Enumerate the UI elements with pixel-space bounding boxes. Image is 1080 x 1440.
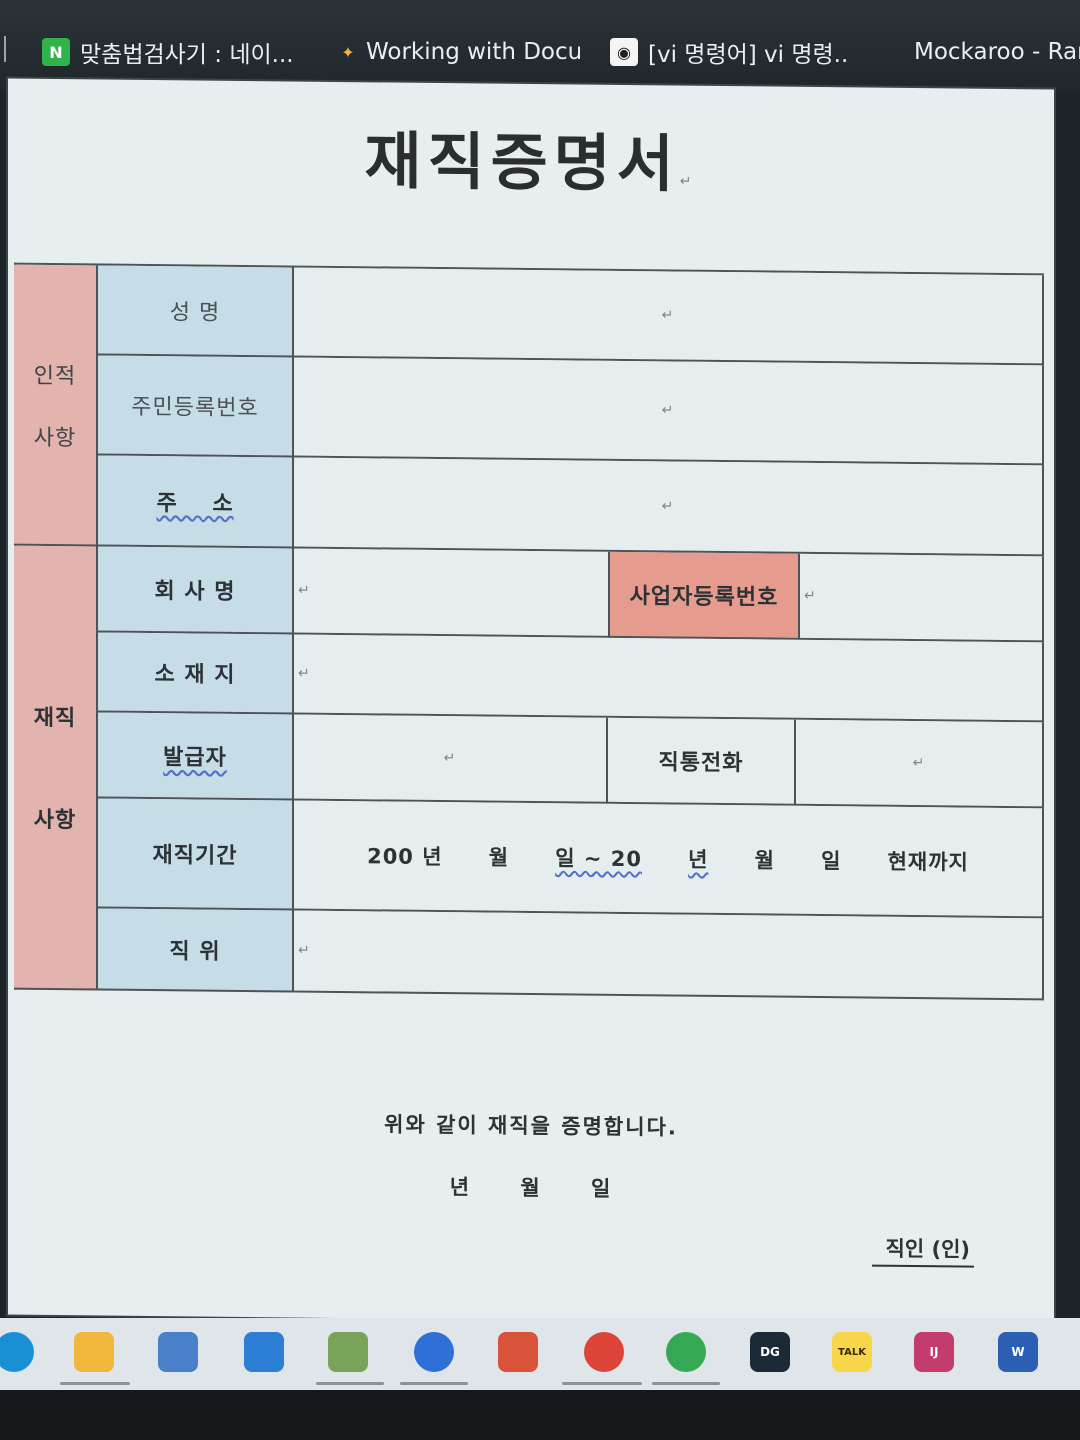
personal-info-group-label: 인적 사항 [14, 264, 98, 547]
chrome-icon[interactable] [584, 1332, 624, 1372]
messenger-icon[interactable] [414, 1332, 454, 1372]
tab-naver-spellcheck[interactable]: N 맞춤법검사기 : 네이... [42, 30, 302, 74]
certification-statement: 위와 같이 재직을 증명합니다. [384, 1112, 678, 1140]
tab-label: Mockaroo - Rand [914, 39, 1080, 65]
name-value-cell[interactable]: ↵ [294, 267, 1044, 366]
return-mark: ↵ [679, 173, 698, 190]
tab-vi-commands[interactable]: ◉ [vi 명령어] vi 명령... [610, 30, 850, 74]
docs-icon: ✦ [341, 42, 355, 62]
tab-label: Working with Docu... [366, 39, 580, 65]
blog-icon: ◉ [610, 38, 638, 66]
chrome-profile-icon[interactable] [666, 1332, 706, 1372]
position-value-cell[interactable]: ↵ [294, 910, 1044, 1001]
tab-separator [4, 36, 6, 62]
word-icon[interactable]: W [998, 1332, 1038, 1372]
position-label: 직 위 [98, 908, 294, 993]
intellij-icon[interactable]: IJ [914, 1332, 954, 1372]
issuer-label: 발급자 [98, 712, 294, 801]
naver-icon: N [42, 38, 70, 66]
store-icon[interactable] [158, 1332, 198, 1372]
tab-working-with-docu[interactable]: ✦ Working with Docu... [340, 30, 580, 74]
business-number-value-cell[interactable]: ↵ [800, 553, 1044, 643]
employment-period-value[interactable]: 200 년 월 일 ~ 20 년 월 일 현재까지 [294, 800, 1044, 919]
business-number-label: 사업자등록번호 [610, 551, 800, 640]
windows-taskbar: DG TALK IJ W [0, 1318, 1080, 1390]
direct-phone-label: 직통전화 [608, 717, 796, 806]
company-seal-line: 직인 (인) [871, 1232, 974, 1268]
tab-mockaroo[interactable]: Mockaroo - Rand [914, 30, 1080, 74]
address-value-cell[interactable]: ↵ [294, 457, 1044, 557]
notepad-icon[interactable] [328, 1332, 368, 1372]
tab-label: 맞춤법검사기 : 네이... [80, 42, 294, 68]
notepad-running-indicator [316, 1382, 384, 1385]
company-name-label: 회 사 명 [98, 546, 294, 635]
employment-info-group-label: 재직 사항 [14, 545, 98, 991]
issuer-value-cell[interactable]: ↵ [294, 714, 608, 804]
certificate-document: 재직증명서↵ 인적 사항 성 명 ↵ 주민등록번호 ↵ 주 소 ↵ 재직 사항 … [8, 78, 1054, 1326]
location-label: 소 재 지 [98, 632, 294, 715]
browser-tab-strip: N 맞춤법검사기 : 네이... ✦ Working with Docu... … [0, 0, 1080, 92]
company-name-value-cell[interactable]: ↵ [294, 548, 610, 638]
chrome-running-indicator [562, 1382, 642, 1385]
document-title: 재직증명서↵ [364, 124, 698, 201]
chrome-profile-running-indicator [652, 1382, 720, 1385]
direct-phone-value-cell[interactable]: ↵ [796, 719, 1044, 809]
messenger-running-indicator [400, 1382, 468, 1385]
name-label: 성 명 [98, 265, 294, 358]
mail-icon[interactable] [244, 1332, 284, 1372]
issue-date-line: 년 월 일 [449, 1175, 613, 1201]
explorer-icon[interactable] [74, 1332, 114, 1372]
employment-period-label: 재직기간 [98, 798, 294, 911]
edge-icon[interactable] [0, 1332, 34, 1372]
address-label: 주 소 [98, 455, 294, 549]
resident-number-value-cell[interactable]: ↵ [294, 357, 1044, 466]
explorer-running-indicator [60, 1382, 130, 1385]
kakaotalk-icon[interactable]: TALK [832, 1332, 872, 1372]
datagrip-icon[interactable]: DG [750, 1332, 790, 1372]
laptop-bezel [0, 1390, 1080, 1440]
office-icon[interactable] [498, 1332, 538, 1372]
location-value-cell[interactable]: ↵ [294, 634, 1044, 723]
resident-number-label: 주민등록번호 [98, 355, 294, 458]
tab-label: [vi 명령어] vi 명령... [648, 42, 850, 68]
